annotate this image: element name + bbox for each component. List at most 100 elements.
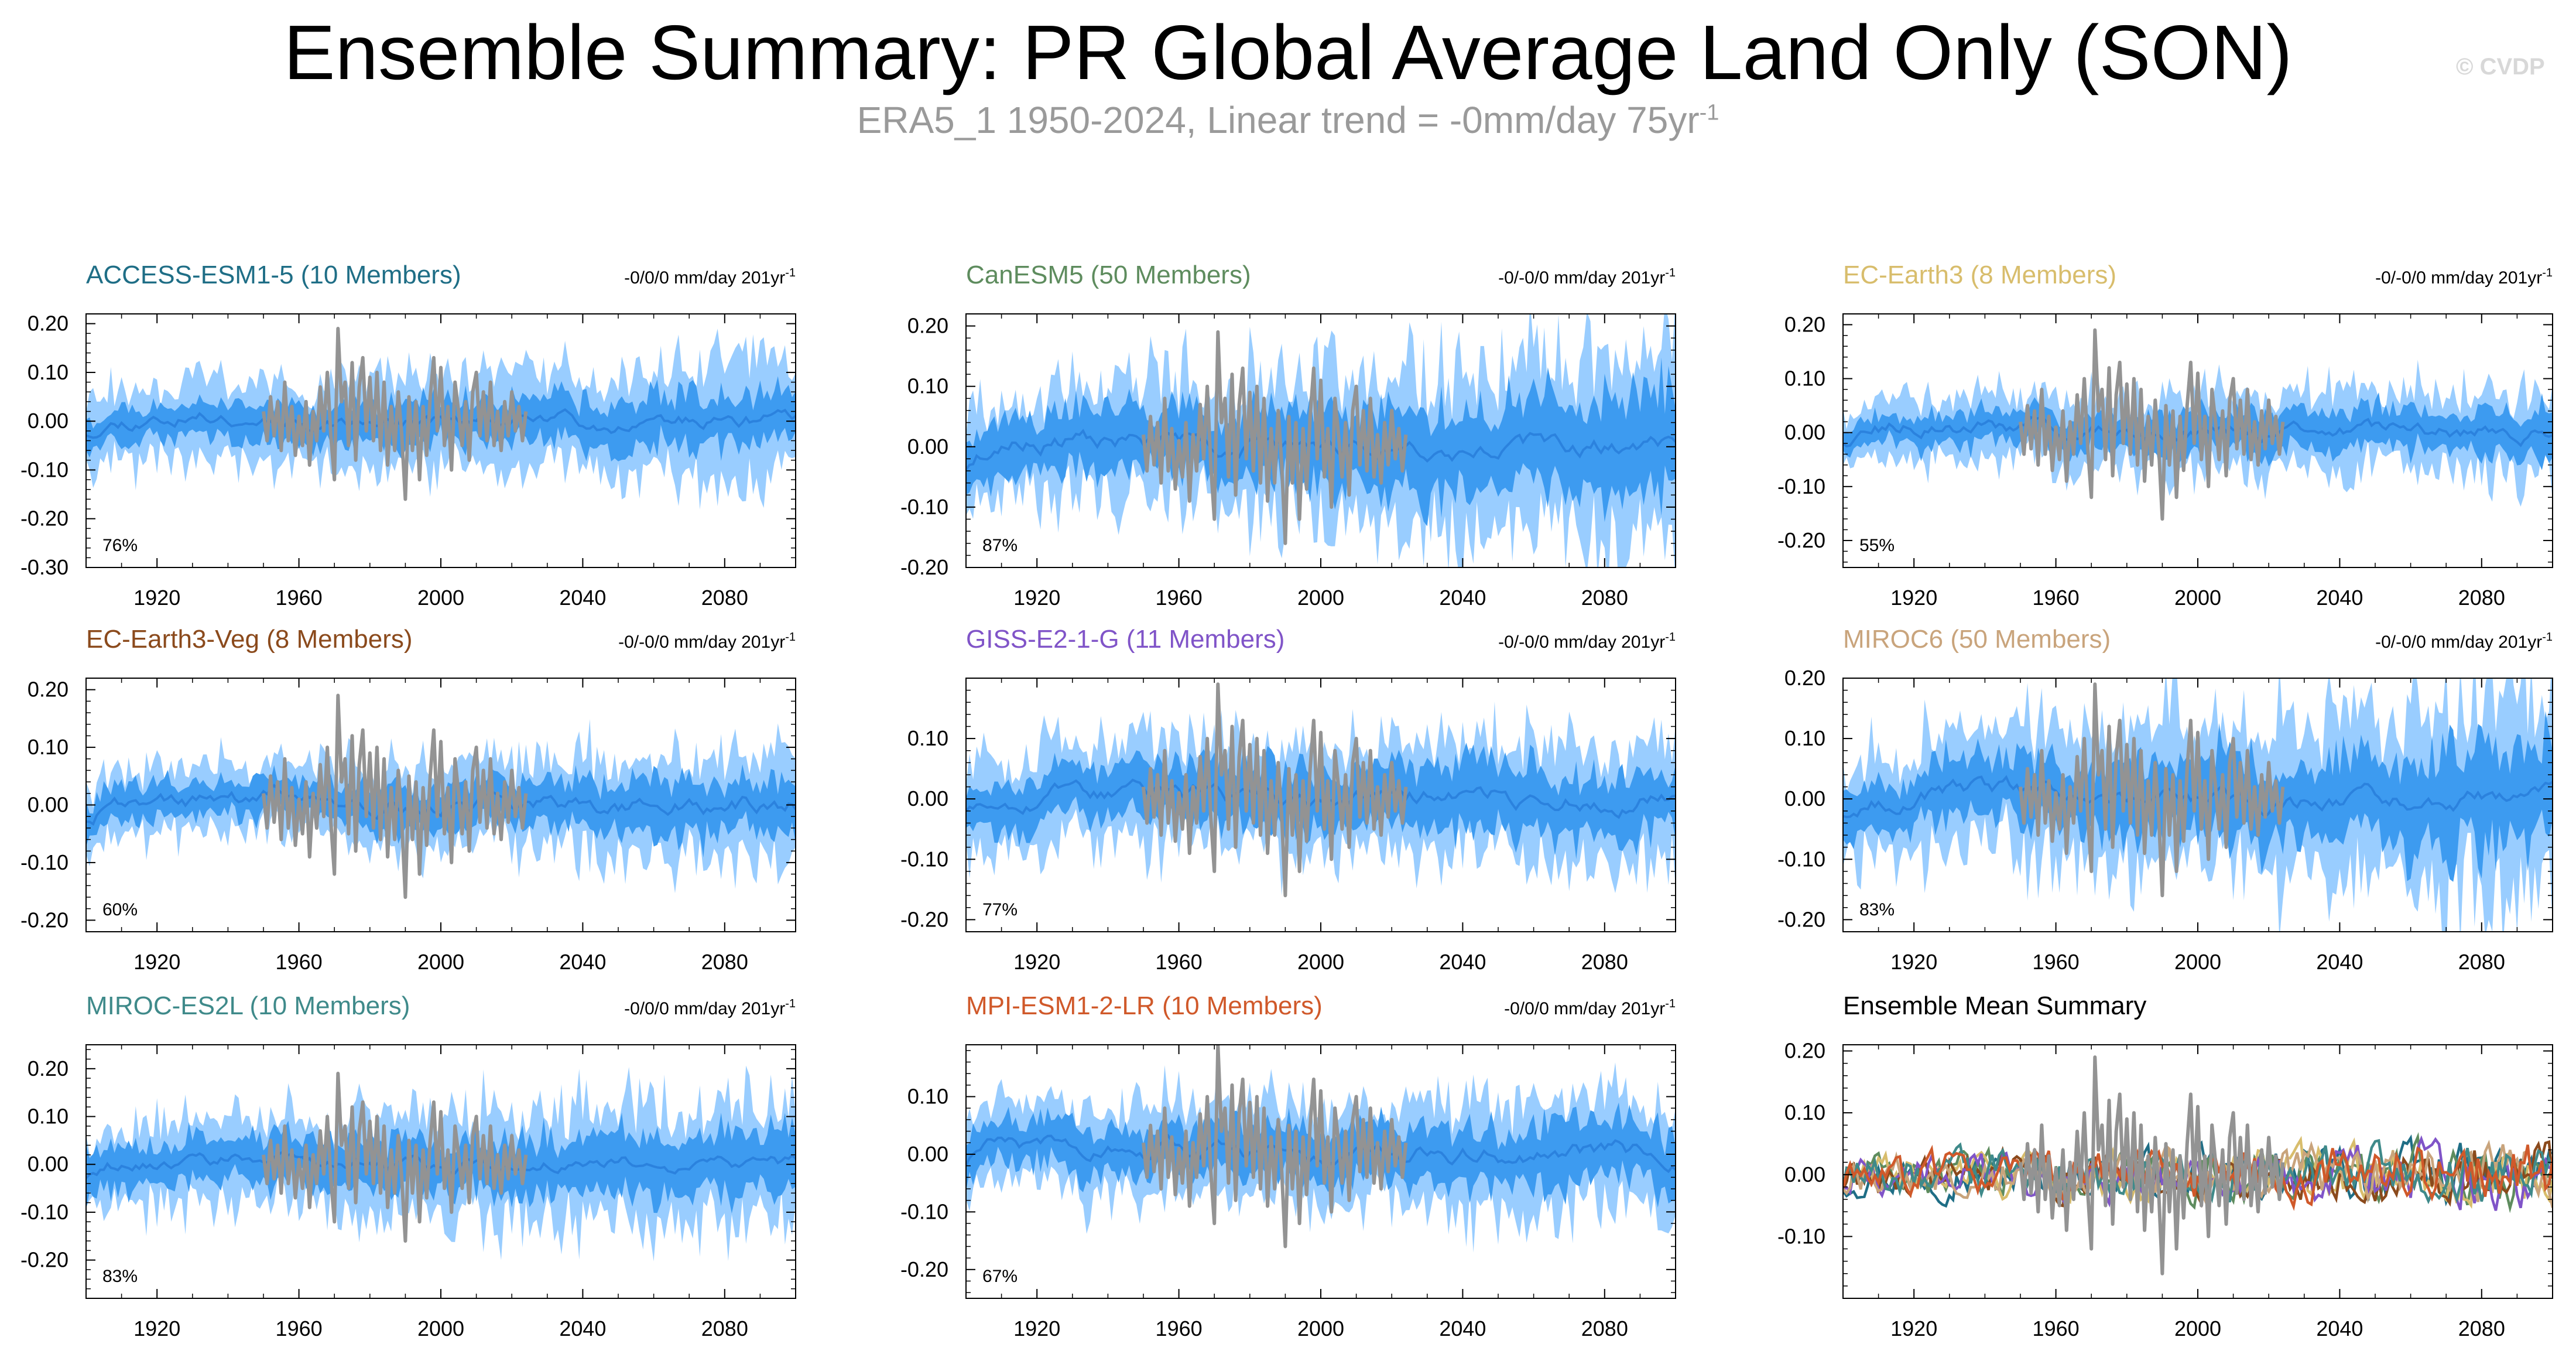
y-tick-label: 0.20 [28, 312, 68, 336]
y-tick-label: 0.10 [28, 360, 68, 384]
x-tick-label: 2040 [2316, 1316, 2363, 1341]
observations-line [2019, 1055, 2285, 1275]
x-tick-label: 2000 [417, 1316, 464, 1341]
ensemble-mean-line [86, 783, 796, 826]
x-tick-label: 2080 [1581, 1316, 1628, 1341]
y-tick-label: -0.20 [20, 908, 68, 932]
y-tick-label: 0.00 [28, 793, 68, 817]
y-tick-label: 0.10 [1784, 726, 1825, 750]
observations-line [2019, 682, 2285, 898]
y-tick-label: 0.00 [907, 786, 948, 811]
x-tick-label: 2080 [1581, 586, 1628, 610]
x-tick-label: 1960 [1156, 586, 1203, 610]
y-tick-label: 0.20 [1784, 1039, 1825, 1063]
inner-spread-band [86, 764, 796, 858]
cvdp-credit: © CVDP [2456, 54, 2545, 80]
percent-label: 83% [102, 1267, 138, 1286]
observations-line [2019, 328, 2285, 521]
panel-title: EC-Earth3 (8 Members) [1843, 261, 2116, 289]
y-tick-label: -0.20 [900, 1257, 948, 1281]
inner-spread-band [86, 1113, 796, 1214]
inner-spread-band [966, 1102, 1676, 1208]
panel-title: CanESM5 (50 Members) [966, 261, 1251, 289]
panel-trend: -0/-0/0 mm/day 201yr-1 [2375, 631, 2553, 652]
y-tick-label: -0.10 [1777, 1224, 1825, 1248]
percent-label: 76% [102, 536, 138, 555]
y-tick-label: 0.00 [28, 409, 68, 433]
ensemble-mean-line [966, 429, 1676, 470]
panel: -0.20 -0.10 0.00 0.10 0.20 1920 1960 2000 2040 20… [20, 625, 796, 974]
x-tick-label: 2040 [559, 1316, 606, 1341]
y-tick-label: 0.20 [28, 1056, 68, 1080]
panel-title: GISS-E2-1-G (11 Members) [966, 625, 1284, 654]
observations-line [262, 693, 528, 899]
y-tick-label: -0.20 [1777, 528, 1825, 552]
x-tick-label: 1920 [1013, 1316, 1060, 1341]
panel-title: EC-Earth3-Veg (8 Members) [86, 625, 413, 654]
panel-title: MIROC-ES2L (10 Members) [86, 991, 410, 1020]
panel-title: MIROC6 (50 Members) [1843, 625, 2111, 654]
y-tick-label: -0.30 [20, 555, 68, 579]
x-tick-label: 1920 [133, 1316, 180, 1341]
observations-line [262, 327, 528, 501]
y-tick-label: 0.10 [1784, 367, 1825, 391]
x-tick-label: 2040 [1439, 1316, 1486, 1341]
observations-line [1142, 682, 1408, 898]
y-tick-label: -0.10 [1777, 474, 1825, 498]
x-tick-label: 2040 [559, 586, 606, 610]
panel-trend: -0/0/0 mm/day 201yr-1 [624, 266, 796, 288]
x-tick-label: 1920 [1013, 950, 1060, 974]
x-tick-label: 1960 [276, 950, 323, 974]
y-tick-label: 0.10 [907, 1085, 948, 1109]
x-tick-label: 1960 [2033, 1316, 2080, 1341]
trend-text: -0/0/0 mm/day 201yr [1504, 999, 1665, 1018]
x-tick-label: 2040 [559, 950, 606, 974]
trend-superscript: -1 [2542, 631, 2553, 644]
trend-text: -0/0/0 mm/day 201yr [624, 268, 785, 288]
trend-superscript: -1 [1665, 631, 1676, 644]
panel: -0.20 -0.10 0.00 0.10 0.20 1920 1960 2000 2040 20… [900, 261, 1676, 610]
inner-spread-band [1843, 711, 2553, 882]
ensemble-mean-line [1843, 415, 2553, 448]
panel-title: ACCESS-ESM1-5 (10 Members) [86, 261, 461, 289]
x-tick-label: 1920 [1890, 586, 1937, 610]
observations-line [262, 1072, 528, 1243]
trend-superscript: -1 [1665, 266, 1676, 279]
series-line-mpi-esm1-2-lr [1843, 1144, 2553, 1211]
x-tick-label: 2080 [2458, 586, 2505, 610]
x-tick-label: 1920 [133, 950, 180, 974]
y-tick-label: -0.20 [1777, 907, 1825, 931]
y-tick-label: 0.20 [1784, 312, 1825, 336]
x-tick-label: 2080 [1581, 950, 1628, 974]
y-tick-label: 0.00 [907, 435, 948, 459]
plot-area [1843, 1055, 2553, 1275]
plot-area [86, 693, 796, 899]
trend-text: -0/-0/0 mm/day 201yr [2375, 268, 2542, 288]
plot-area [86, 327, 796, 509]
percent-label: 87% [982, 536, 1018, 555]
y-tick-label: -0.10 [20, 457, 68, 481]
percent-label: 77% [982, 900, 1018, 919]
panel: -0.20 -0.10 0.00 0.10 0.20 1920 1960 2000 2040 20… [1777, 261, 2553, 610]
subtitle-text: ERA5_1 1950-2024, Linear trend = -0mm/da… [857, 99, 1700, 141]
y-tick-label: -0.20 [900, 555, 948, 579]
plot-area [86, 1065, 796, 1261]
x-tick-label: 2000 [417, 586, 464, 610]
x-tick-label: 2000 [1297, 586, 1344, 610]
x-tick-label: 2000 [417, 950, 464, 974]
y-tick-label: 0.00 [1784, 420, 1825, 444]
panel-title: Ensemble Mean Summary [1843, 991, 2146, 1020]
plot-area [966, 682, 1676, 898]
y-tick-label: 0.10 [28, 1104, 68, 1129]
panel: -0.20 -0.10 0.00 0.10 1920 1960 2000 2040 2080 GI… [900, 625, 1676, 974]
x-tick-label: 2000 [2174, 950, 2221, 974]
x-tick-label: 2040 [2316, 586, 2363, 610]
x-tick-label: 1960 [2033, 950, 2080, 974]
x-tick-label: 2040 [1439, 586, 1486, 610]
panel-trend: -0/-0/0 mm/day 201yr-1 [1498, 631, 1676, 652]
y-tick-label: -0.10 [20, 850, 68, 874]
series-line-giss-e2-1-g [1843, 1135, 2553, 1211]
ensemble-mean-line [86, 408, 796, 439]
plot-area [966, 314, 1676, 567]
